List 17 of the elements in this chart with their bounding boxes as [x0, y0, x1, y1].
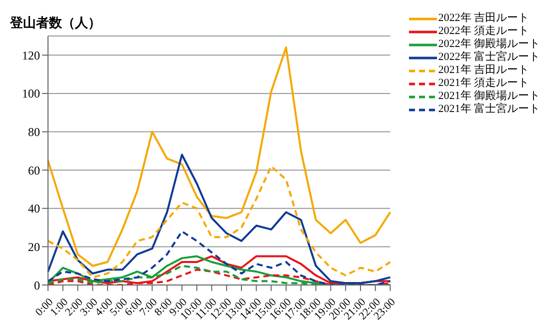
y-tick-label: 60: [28, 163, 40, 178]
legend-label: 2022年 富士宮ルート: [438, 51, 540, 64]
legend-label: 2022年 須走ルート: [438, 25, 529, 38]
legend-label: 2021年 須走ルート: [438, 77, 529, 90]
y-tick-label: 0: [34, 278, 40, 292]
y-tick-label: 100: [22, 86, 40, 101]
legend-label: 2021年 御殿場ルート: [438, 90, 540, 102]
line-series: [47, 46, 392, 267]
legend-label: 2022年 御殿場ルート: [438, 38, 540, 50]
legend-label: 2021年 吉田ルート: [438, 64, 529, 77]
legend-label: 2022年 吉田ルート: [438, 12, 529, 25]
y-tick-label: 80: [28, 125, 40, 140]
legend-label: 2021年 富士宮ルート: [438, 103, 540, 116]
y-tick-label: 120: [22, 48, 40, 62]
y-tick-label: 20: [28, 240, 40, 254]
y-axis-title: 登山者数（人）: [10, 14, 101, 32]
y-tick-label: 40: [28, 202, 40, 216]
